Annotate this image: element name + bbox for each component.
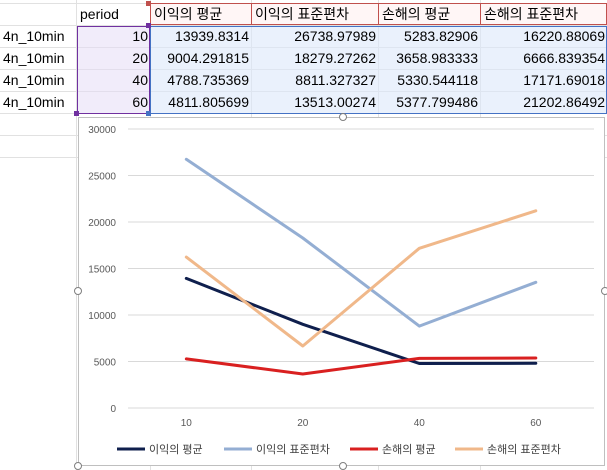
range-resize-handle[interactable] [146, 1, 151, 6]
legend-label: 이익의 표준편차 [256, 443, 330, 456]
header-loss-std[interactable]: 손해의 표준편차 [484, 6, 579, 22]
loss-mean-cell[interactable]: 3658.983333 [396, 50, 478, 66]
series-line [184, 157, 538, 328]
x-tick-label: 20 [297, 418, 309, 429]
row-label-cell[interactable]: 4n_10min [3, 28, 65, 44]
chart-resize-handle-right[interactable] [601, 287, 607, 295]
header-profit-mean[interactable]: 이익의 평균 [154, 6, 223, 22]
profit-std-cell[interactable]: 8811.327327 [295, 72, 376, 88]
range-divider [378, 4, 379, 25]
legend-label: 손해의 표준편차 [487, 442, 561, 456]
y-tick-label: 15000 [88, 265, 116, 276]
series-line [184, 356, 538, 376]
loss-std-cell[interactable]: 6666.839354 [523, 50, 605, 66]
legend-label: 손해의 평균 [382, 442, 436, 456]
x-tick-label: 60 [530, 418, 542, 429]
loss-mean-cell[interactable]: 5283.82906 [404, 28, 478, 44]
profit-mean-cell[interactable]: 13939.8314 [175, 28, 249, 44]
y-tick-label: 10000 [88, 311, 116, 322]
series-line [184, 276, 538, 365]
row-label-cell[interactable]: 4n_10min [3, 72, 65, 88]
y-tick-label: 25000 [88, 172, 116, 183]
profit-mean-cell[interactable]: 9004.291815 [167, 50, 249, 66]
loss-std-cell[interactable]: 17171.69018 [523, 72, 605, 88]
column-divider [76, 0, 77, 470]
values-range-highlight[interactable] [150, 26, 607, 114]
loss-mean-cell[interactable]: 5330.544118 [397, 72, 478, 88]
chart-resize-handle-top[interactable] [339, 113, 347, 121]
chart-resize-handle-left[interactable] [74, 287, 82, 295]
series-line [184, 209, 538, 348]
row-label-cell[interactable]: 4n_10min [3, 94, 65, 110]
y-tick-label: 20000 [88, 218, 116, 229]
header-period[interactable]: period [80, 6, 119, 22]
range-divider [480, 4, 481, 25]
row-label-cell[interactable]: 4n_10min [3, 50, 65, 66]
range-resize-handle[interactable] [74, 111, 79, 116]
range-resize-handle[interactable] [146, 111, 151, 116]
line-chart[interactable]: 0 5000 10000 15000 20000 25000 30000 10 20 40 60 이익… [78, 117, 605, 466]
x-tick-label: 10 [181, 418, 193, 429]
chart-resize-handle-bottom-left[interactable] [74, 462, 82, 470]
x-tick-label: 40 [414, 418, 426, 429]
profit-std-cell[interactable]: 18279.27262 [294, 50, 376, 66]
legend-label: 이익의 평균 [149, 443, 203, 456]
period-cell[interactable]: 10 [132, 28, 148, 44]
profit-mean-cell[interactable]: 4811.805699 [168, 94, 249, 110]
header-loss-mean[interactable]: 손해의 평균 [382, 6, 451, 22]
loss-std-cell[interactable]: 21202.86492 [523, 94, 605, 110]
loss-std-cell[interactable]: 16220.88069 [523, 28, 605, 44]
range-divider [251, 4, 252, 25]
period-cell[interactable]: 20 [132, 50, 148, 66]
category-range-highlight[interactable] [77, 26, 150, 114]
header-profit-std[interactable]: 이익의 표준편차 [255, 6, 350, 22]
row-divider [0, 25, 607, 26]
profit-std-cell[interactable]: 26738.97989 [294, 28, 376, 44]
range-resize-handle[interactable] [146, 23, 151, 28]
profit-std-cell[interactable]: 13513.00274 [294, 94, 376, 110]
period-cell[interactable]: 60 [132, 94, 148, 110]
period-cell[interactable]: 40 [132, 72, 148, 88]
profit-mean-cell[interactable]: 4788.735369 [167, 72, 249, 88]
y-tick-label: 0 [110, 404, 116, 415]
loss-mean-cell[interactable]: 5377.799486 [396, 94, 478, 110]
chart-resize-handle-bottom[interactable] [339, 462, 347, 470]
y-tick-label: 30000 [88, 125, 116, 136]
y-tick-label: 5000 [94, 358, 117, 369]
chart-canvas: 0 5000 10000 15000 20000 25000 30000 10 20 40 60 이익… [88, 125, 594, 456]
